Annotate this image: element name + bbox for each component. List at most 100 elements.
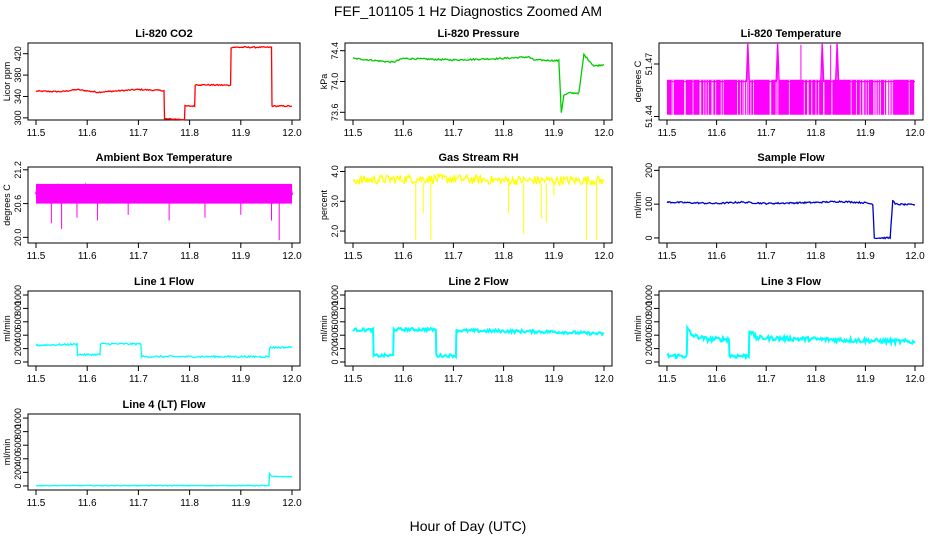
y-tick-label: 2.0 xyxy=(330,225,340,238)
x-tick-label: 11.7 xyxy=(444,251,463,262)
series-line xyxy=(35,341,293,359)
x-tick-label: 11.8 xyxy=(180,374,199,385)
chart-title: Li-820 CO2 xyxy=(135,28,192,40)
y-tick-label: 1000 xyxy=(13,285,23,305)
plot-frame xyxy=(344,290,613,367)
chart-title: Line 2 Flow xyxy=(449,276,509,288)
plot-frame xyxy=(27,290,301,367)
y-axis-label: degrees C xyxy=(2,184,12,226)
y-axis-label: ml/min xyxy=(2,315,12,342)
y-tick-label: 300 xyxy=(13,110,23,125)
y-axis-label: kPa xyxy=(319,74,329,90)
y-tick-label: 400 xyxy=(644,328,654,343)
series-line xyxy=(667,42,915,83)
x-tick-label: 11.9 xyxy=(231,374,250,385)
y-tick-label: 400 xyxy=(13,451,23,466)
chart-title: Gas Stream RH xyxy=(438,152,518,164)
y-tick-label: 0 xyxy=(644,235,654,240)
plot-frame xyxy=(27,42,301,121)
chart-title: Line 3 Flow xyxy=(761,276,821,288)
x-tick-label: 11.6 xyxy=(707,374,726,385)
x-tick-label: 12.0 xyxy=(594,251,614,262)
x-tick-label: 11.7 xyxy=(757,128,776,139)
y-tick-label: 51.44 xyxy=(644,105,654,128)
chart-panel-6: Sample Flow ml/min 11.5 11.6 11.7 11.8 11.9 12.… xyxy=(633,152,925,262)
series-line xyxy=(352,325,605,360)
x-tick-label: 11.9 xyxy=(231,251,250,262)
y-tick-label: 400 xyxy=(330,328,340,343)
x-tick-label: 11.9 xyxy=(544,251,563,262)
x-tick-label: 11.7 xyxy=(129,374,148,385)
y-tick-label: 340 xyxy=(13,89,23,104)
x-tick-label: 11.6 xyxy=(78,128,97,139)
x-tick-label: 11.5 xyxy=(344,374,363,385)
chart-panel-3: Li-820 Temperature degrees C 11.5 11.6 11.7 1… xyxy=(633,28,925,139)
y-tick-label: 1000 xyxy=(644,285,654,305)
chart-title: Line 1 Flow xyxy=(134,276,194,288)
x-tick-label: 11.7 xyxy=(129,128,148,139)
x-tick-label: 11.6 xyxy=(394,128,413,139)
x-tick-label: 11.6 xyxy=(394,374,413,385)
y-tick-label: 600 xyxy=(644,314,654,329)
y-tick-label: 0 xyxy=(13,359,23,364)
y-axis-label: ml/min xyxy=(319,315,329,342)
y-tick-label: 73.6 xyxy=(330,104,340,122)
x-tick-label: 11.9 xyxy=(231,128,250,139)
x-tick-label: 11.6 xyxy=(78,374,97,385)
y-axis-label: degrees C xyxy=(633,60,643,102)
x-tick-label: 11.8 xyxy=(494,374,513,385)
y-tick-label: 600 xyxy=(13,438,23,453)
chart-title: Ambient Box Temperature xyxy=(96,152,233,164)
x-tick-label: 12.0 xyxy=(594,374,614,385)
x-tick-label: 12.0 xyxy=(282,374,302,385)
x-tick-label: 12.0 xyxy=(594,128,614,139)
x-tick-label: 11.8 xyxy=(180,251,199,262)
y-tick-label: 0 xyxy=(644,359,654,364)
plot-frame xyxy=(344,166,613,244)
x-tick-label: 12.0 xyxy=(282,498,302,509)
y-tick-label: 800 xyxy=(644,301,654,316)
x-tick-label: 12.0 xyxy=(282,128,302,139)
y-tick-label: 800 xyxy=(13,424,23,439)
y-tick-label: 3.0 xyxy=(330,195,340,208)
plot-frame xyxy=(658,42,924,121)
chart-panel-10: Line 4 (LT) Flow ml/min 11.5 11.6 11.7 11.8 11… xyxy=(2,399,302,509)
y-tick-label: 100 xyxy=(644,197,654,212)
x-tick-label: 11.5 xyxy=(27,498,46,509)
chart-title: Li-820 Temperature xyxy=(741,28,842,40)
x-tick-label: 11.8 xyxy=(806,128,825,139)
y-tick-label: 400 xyxy=(13,328,23,343)
x-tick-label: 11.7 xyxy=(757,374,776,385)
y-axis-label: Licor ppm xyxy=(2,62,12,102)
series-line xyxy=(352,172,605,188)
y-tick-label: 600 xyxy=(13,314,23,329)
y-tick-label: 20.6 xyxy=(13,195,23,213)
plot-frame xyxy=(27,413,301,491)
chart-panel-8: Line 2 Flow ml/min 11.5 11.6 11.7 11.8 11.9 12.… xyxy=(319,276,614,385)
x-tick-label: 11.5 xyxy=(658,251,677,262)
y-tick-label: 0 xyxy=(330,359,340,364)
x-tick-label: 11.5 xyxy=(344,128,363,139)
x-tick-label: 11.5 xyxy=(658,128,677,139)
x-tick-label: 11.5 xyxy=(27,374,46,385)
chart-title: Line 4 (LT) Flow xyxy=(123,399,206,411)
x-tick-label: 11.8 xyxy=(494,128,513,139)
plot-frame xyxy=(658,166,924,244)
x-tick-label: 11.8 xyxy=(806,251,825,262)
x-tick-label: 11.5 xyxy=(27,128,46,139)
x-tick-label: 11.7 xyxy=(444,374,463,385)
figure-title: FEF_101105 1 Hz Diagnostics Zoomed AM xyxy=(334,3,602,19)
series-line xyxy=(666,323,916,361)
series-line xyxy=(35,45,293,121)
x-tick-label: 11.8 xyxy=(180,498,199,509)
chart-panel-5: Gas Stream RH percent 11.5 11.6 11.7 11.8 11.9… xyxy=(319,152,614,262)
x-tick-label: 11.9 xyxy=(856,374,875,385)
x-tick-label: 11.8 xyxy=(180,128,199,139)
x-tick-label: 12.0 xyxy=(282,251,302,262)
y-tick-label: 420 xyxy=(13,46,23,61)
x-tick-label: 11.6 xyxy=(78,251,97,262)
x-tick-label: 11.9 xyxy=(231,498,250,509)
x-tick-label: 12.0 xyxy=(905,251,925,262)
figure-xlabel: Hour of Day (UTC) xyxy=(410,518,527,534)
y-axis-label: ml/min xyxy=(633,192,643,219)
